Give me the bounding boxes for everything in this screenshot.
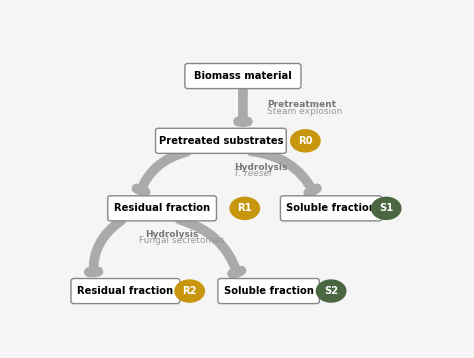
Text: Hydrolysis: Hydrolysis <box>146 230 199 239</box>
FancyBboxPatch shape <box>155 128 286 153</box>
Text: R2: R2 <box>182 286 197 296</box>
Text: R1: R1 <box>237 203 252 213</box>
FancyBboxPatch shape <box>185 63 301 88</box>
Circle shape <box>372 197 401 219</box>
Text: T. reesei: T. reesei <box>234 169 272 178</box>
FancyBboxPatch shape <box>218 279 319 304</box>
Circle shape <box>291 130 320 152</box>
Text: Pretreatment: Pretreatment <box>267 101 336 110</box>
Text: Pretreated substrates: Pretreated substrates <box>159 136 283 146</box>
Text: R0: R0 <box>298 136 313 146</box>
Text: S2: S2 <box>324 286 338 296</box>
Text: Residual fraction: Residual fraction <box>77 286 173 296</box>
Text: Hydrolysis: Hydrolysis <box>234 163 287 172</box>
Text: S1: S1 <box>379 203 393 213</box>
Text: Biomass material: Biomass material <box>194 71 292 81</box>
FancyBboxPatch shape <box>108 196 217 221</box>
Circle shape <box>230 197 259 219</box>
Circle shape <box>175 280 204 302</box>
Circle shape <box>316 280 346 302</box>
FancyBboxPatch shape <box>71 279 180 304</box>
Text: Fungal secretomes: Fungal secretomes <box>139 236 225 245</box>
Text: Steam explosion: Steam explosion <box>267 107 342 116</box>
Text: Residual fraction: Residual fraction <box>114 203 210 213</box>
Text: Soluble fraction: Soluble fraction <box>224 286 314 296</box>
Text: Soluble fraction: Soluble fraction <box>286 203 376 213</box>
FancyBboxPatch shape <box>281 196 382 221</box>
